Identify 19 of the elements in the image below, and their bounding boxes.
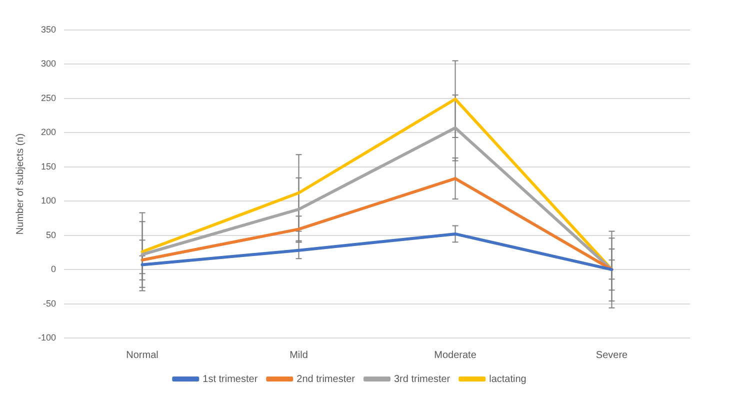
- y-tick-label: 100: [40, 196, 56, 206]
- legend-label: lactating: [489, 374, 526, 385]
- y-tick-label: 200: [40, 127, 56, 138]
- legend-label: 2nd trimester: [296, 374, 356, 385]
- legend-label: 3rd trimester: [394, 374, 451, 385]
- y-tick-label: 50: [46, 230, 56, 240]
- legend-label: 1st trimester: [202, 374, 258, 385]
- y-tick-label: 150: [40, 161, 56, 172]
- y-tick-label: 0: [51, 264, 56, 274]
- x-tick-label: Mild: [290, 350, 308, 361]
- y-tick-label: 350: [40, 24, 56, 34]
- x-tick-label: Normal: [126, 350, 158, 361]
- y-tick-label: -50: [43, 298, 56, 308]
- y-tick-label: 300: [40, 58, 56, 69]
- x-tick-label: Moderate: [434, 350, 477, 361]
- y-tick-label: 250: [40, 92, 56, 103]
- y-axis-title: Number of subjects (n): [14, 133, 26, 235]
- y-tick-label: -100: [38, 332, 56, 342]
- x-tick-label: Severe: [596, 350, 628, 361]
